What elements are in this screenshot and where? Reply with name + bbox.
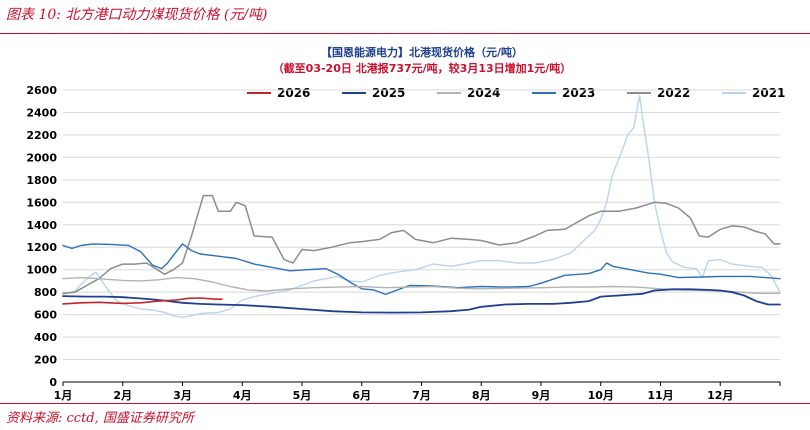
x-tick-label: 4月: [233, 389, 252, 402]
top-divider: [0, 33, 810, 34]
y-tick-label: 200: [34, 354, 57, 367]
legend-label-2026: 2026: [277, 86, 310, 100]
x-tick-label: 7月: [412, 389, 431, 402]
series-line-2024: [62, 276, 781, 294]
x-tick-label: 12月: [707, 389, 733, 402]
x-tick-label: 8月: [472, 389, 491, 402]
x-tick-label: 11月: [647, 389, 673, 402]
y-tick-label: 2200: [26, 129, 57, 142]
series-line-2025: [62, 288, 781, 314]
legend-label-2023: 2023: [562, 86, 595, 100]
series-line-2021: [62, 94, 781, 319]
series-group: [62, 94, 781, 319]
bottom-divider: [0, 403, 810, 404]
x-tick-label: 9月: [532, 389, 551, 402]
series-line-2022: [62, 194, 781, 295]
y-tick-label: 2600: [26, 84, 57, 97]
figure-caption: 图表 10: 北方港口动力煤现货价格 (元/吨): [6, 7, 268, 23]
y-tick-label: 2400: [26, 106, 57, 119]
y-tick-label: 2000: [26, 151, 57, 164]
axes: 0 200 400 600 800 1000 1200 1400 1600 1800 2000 220…: [26, 84, 781, 402]
chart-title: 【国恩能源电力】北港现货价格（元/吨）: [321, 45, 523, 59]
legend: 2026 2025 2024 2023 2022 2021: [247, 86, 785, 100]
y-tick-label: 400: [34, 331, 57, 344]
y-tick-label: 0: [49, 376, 57, 389]
y-tick-label: 1400: [26, 219, 57, 232]
y-tick-label: 1800: [26, 174, 57, 187]
y-tick-label: 600: [34, 309, 57, 322]
legend-label-2022: 2022: [657, 86, 690, 100]
y-tick-label: 1200: [26, 241, 57, 254]
y-tick-label: 1600: [26, 196, 57, 209]
y-tick-label: 800: [34, 286, 57, 299]
y-tick-label: 1000: [26, 264, 57, 277]
x-tick-label: 10月: [588, 389, 614, 402]
x-tick-label: 2月: [113, 389, 132, 402]
x-tick-label: 6月: [352, 389, 371, 402]
legend-label-2025: 2025: [372, 86, 405, 100]
chart-subtitle: （截至03-20日 北港报737元/吨，较3月13日增加1元/吨）: [273, 61, 572, 75]
source-caption: 资料来源: cctd, 国盛证券研究所: [6, 411, 194, 426]
legend-label-2021: 2021: [752, 86, 785, 100]
x-tick-label: 1月: [54, 389, 73, 402]
series-line-2023: [62, 243, 781, 296]
series-line-2026: [62, 297, 223, 305]
x-tick-label: 3月: [173, 389, 192, 402]
grid: [63, 89, 780, 383]
x-tick-label: 5月: [293, 389, 312, 402]
legend-label-2024: 2024: [467, 86, 500, 100]
